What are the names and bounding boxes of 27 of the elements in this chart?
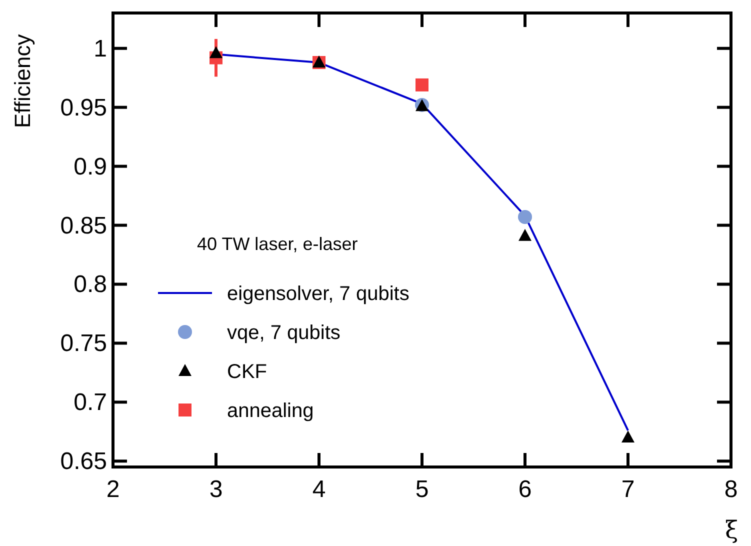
x-tick-label: 4 [312,476,326,503]
y-axis-title: Efficiency [10,34,35,128]
legend-label: vqe, 7 qubits [227,322,340,344]
x-tick-label: 5 [415,476,429,503]
point [622,430,634,443]
y-tick-label: 0.95 [60,94,107,122]
y-tick-label: 0.85 [60,212,107,240]
y-tick-label: 0.9 [74,153,107,180]
y-tick-label: 1 [94,35,107,62]
legend-label: eigensolver, 7 qubits [227,283,410,305]
point [518,210,532,224]
legend-label: annealing [227,400,314,422]
y-tick-label: 0.8 [74,271,107,298]
y-tick-label: 0.7 [74,389,107,416]
y-tick-label: 0.65 [60,448,107,476]
x-tick-label: 6 [518,476,532,503]
x-tick-label: 3 [209,476,223,503]
x-axis-title: ξ [725,516,738,544]
legend-title: 40 TW laser, e-laser [197,234,358,254]
x-tick-label: 2 [106,476,120,503]
y-tick-label: 0.75 [60,330,107,358]
point [518,228,532,241]
point [416,78,428,92]
x-tick-label: 8 [724,476,738,503]
point [210,46,222,58]
legend-label: CKF [227,361,267,383]
x-tick-label: 7 [621,476,635,503]
